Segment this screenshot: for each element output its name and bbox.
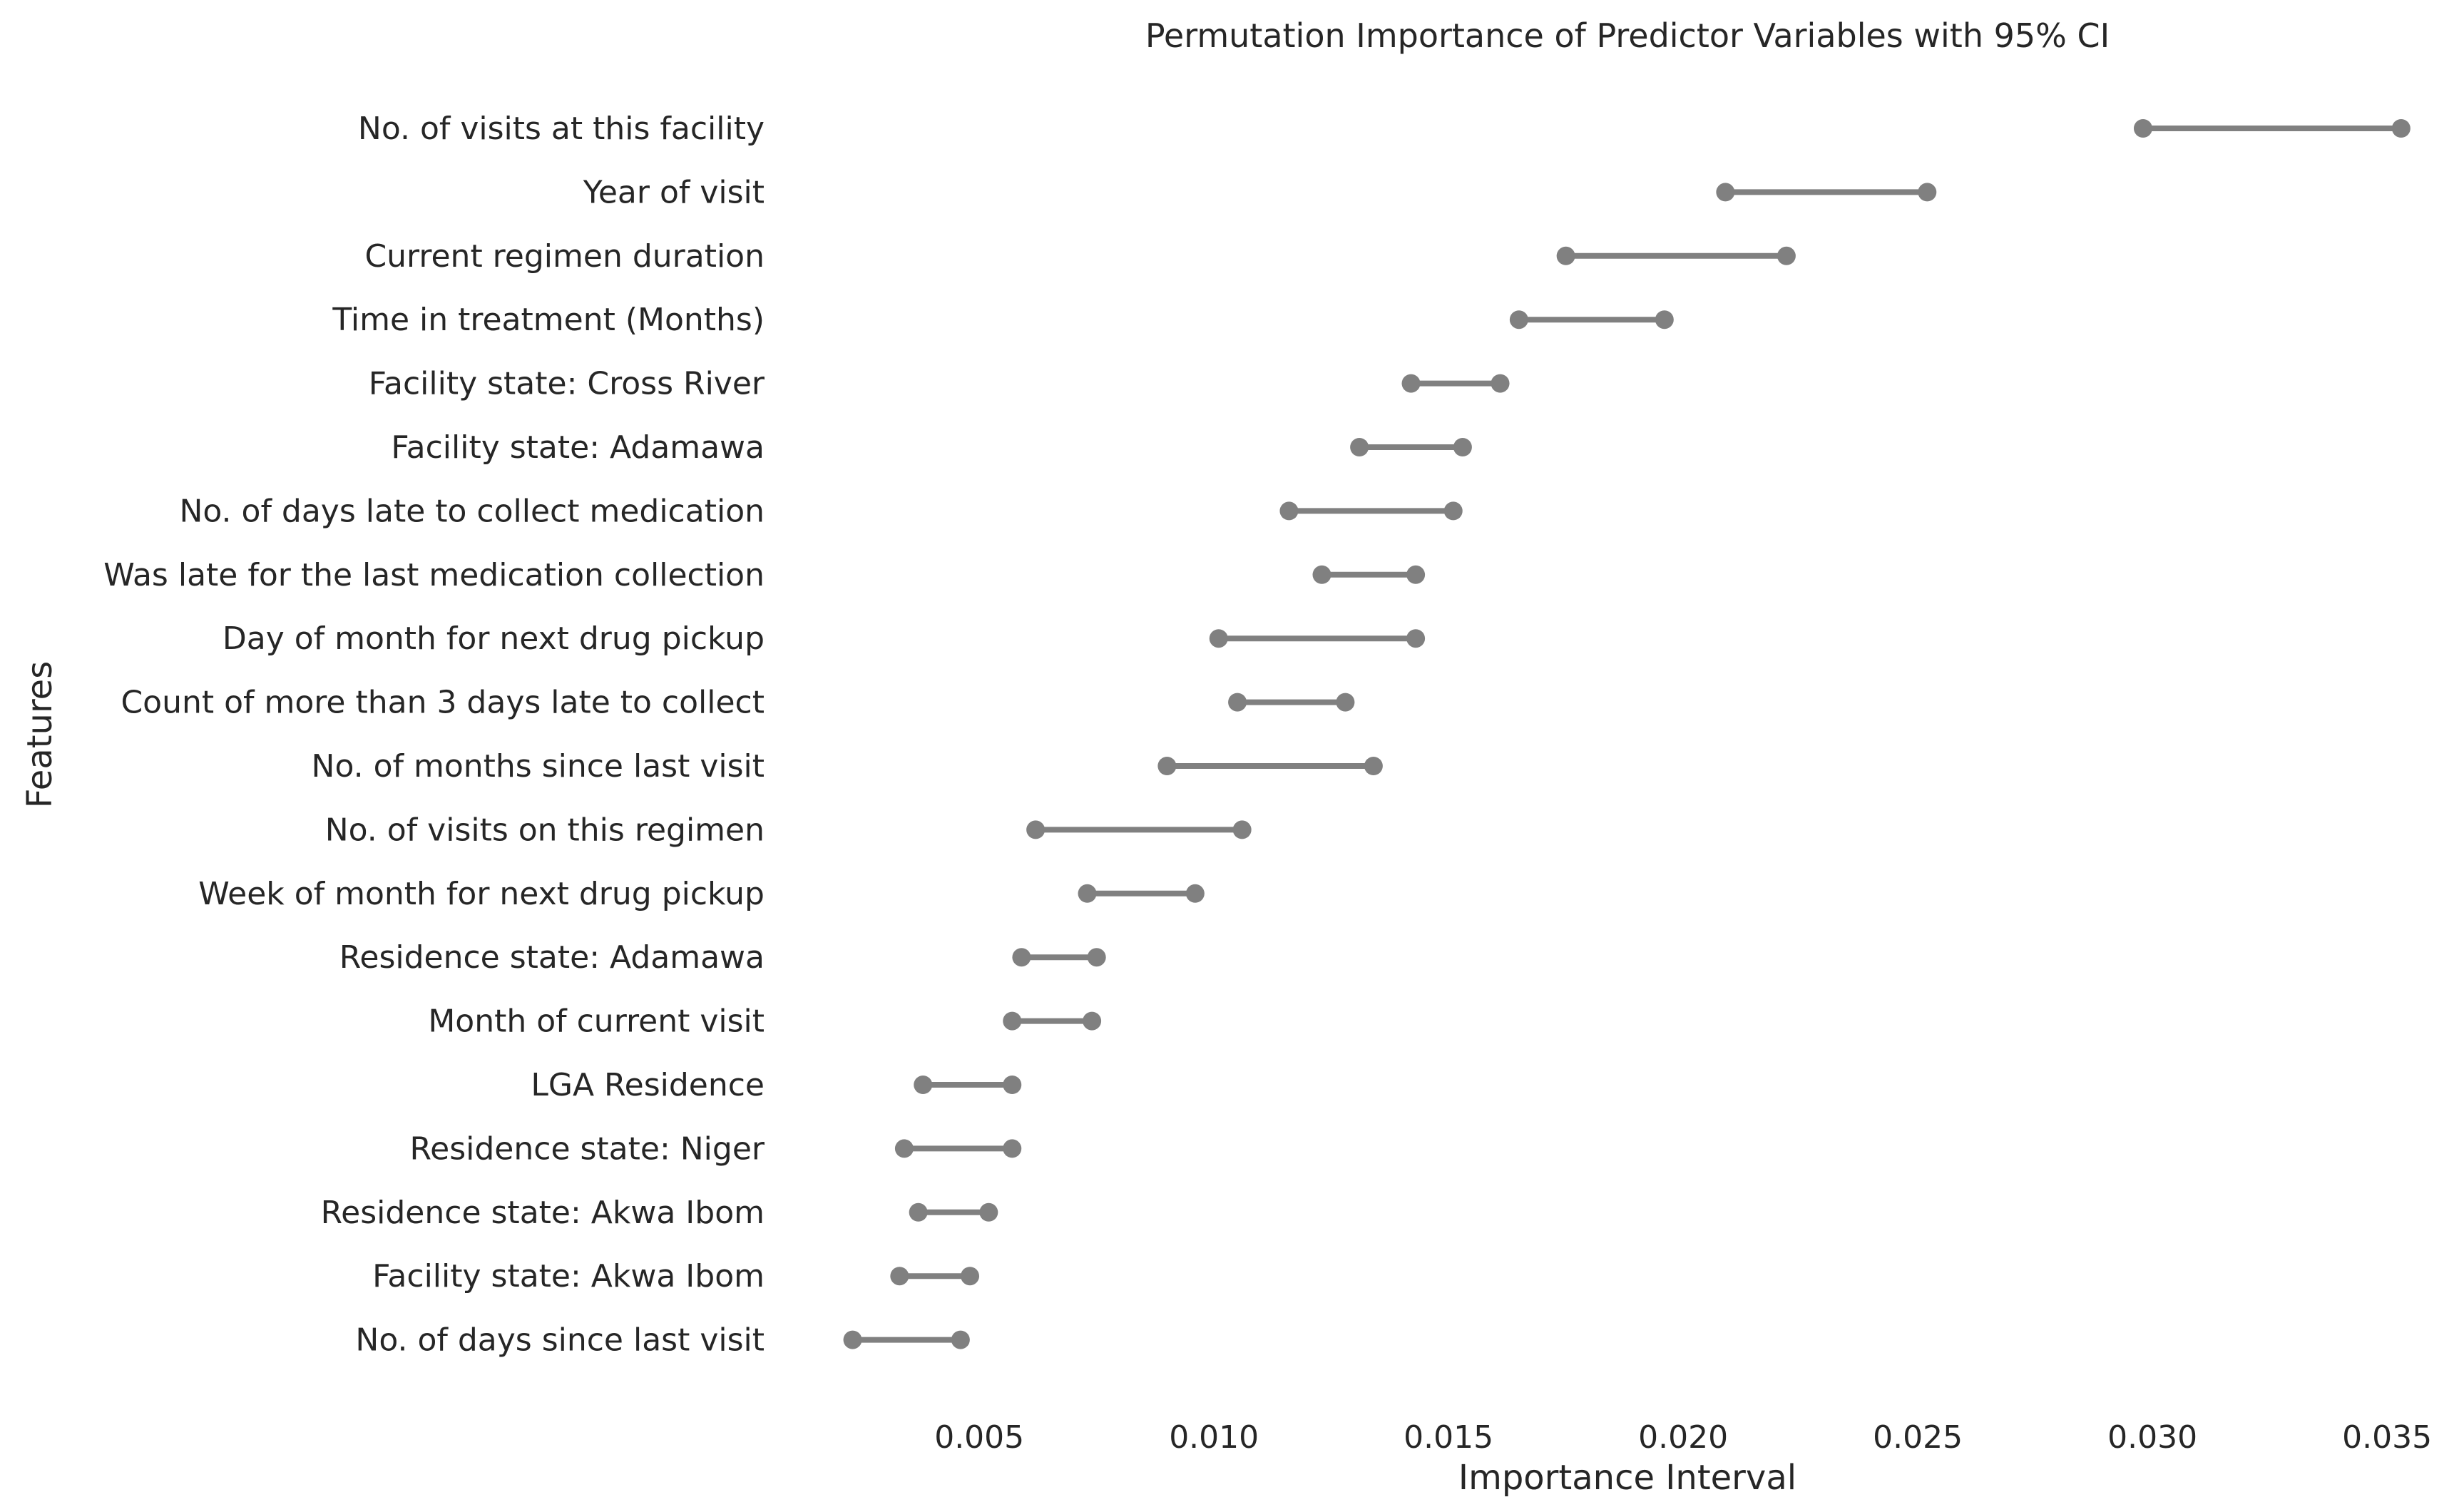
category-labels: No. of visits at this facility Year of vi… [103, 111, 765, 1359]
x-tick-label: 0.010 [1169, 1419, 1259, 1456]
category-label: Current regimen duration [364, 238, 765, 275]
ci-upper-point [1453, 438, 1472, 456]
ci-upper-point [1406, 629, 1426, 648]
x-tick-label: 0.025 [1873, 1419, 1963, 1456]
category-label: No. of months since last visit [312, 748, 765, 785]
ci-upper-point [1003, 1139, 1022, 1158]
ci-lower-point [1157, 757, 1177, 775]
ci-upper-point [1918, 183, 1937, 202]
ci-lower-point [1078, 884, 1097, 903]
category-label: Facility state: Akwa Ibom [372, 1258, 765, 1294]
chart-title: Permutation Importance of Predictor Vari… [1145, 16, 2110, 55]
category-label: No. of days since last visit [355, 1322, 765, 1359]
category-label: No. of days late to collect medication [179, 493, 765, 529]
ci-lower-point [909, 1202, 928, 1222]
ci-lower-point [1716, 183, 1735, 202]
x-tick-label: 0.005 [934, 1419, 1024, 1456]
y-axis-label: Features [20, 661, 60, 808]
ci-upper-point [1364, 757, 1383, 775]
category-label: Residence state: Akwa Ibom [321, 1195, 765, 1231]
x-axis-label: Importance Interval [1458, 1458, 1796, 1498]
ci-upper-point [961, 1267, 980, 1286]
ci-lower-point [2133, 119, 2152, 138]
x-tick-label: 0.030 [2107, 1419, 2197, 1456]
ci-lower-point [1228, 693, 1247, 712]
category-label: Week of month for next drug pickup [198, 876, 765, 912]
category-label: Residence state: Niger [410, 1130, 765, 1167]
x-tick-label: 0.015 [1404, 1419, 1493, 1456]
category-label: Month of current visit [428, 1003, 765, 1040]
ci-lower-point [1209, 629, 1228, 648]
ci-upper-point [1491, 374, 1510, 393]
category-label: No. of visits at this facility [358, 111, 765, 147]
ci-upper-point [1083, 1011, 1102, 1031]
ci-upper-point [1232, 820, 1252, 839]
ci-upper-point [1655, 310, 1674, 330]
ci-upper-point [1087, 948, 1106, 967]
ci-lower-point [1401, 374, 1421, 393]
x-tick-label: 0.020 [1638, 1419, 1728, 1456]
ci-upper-point [1777, 246, 1796, 265]
category-label: Day of month for next drug pickup [223, 620, 765, 657]
ci-lower-point [1509, 310, 1528, 330]
ci-upper-point [1185, 884, 1205, 903]
ci-lower-point [843, 1330, 862, 1349]
category-label: Time in treatment (Months) [332, 302, 765, 338]
category-label: Facility state: Cross River [369, 366, 765, 402]
ci-lower-point [1003, 1011, 1022, 1031]
ci-lower-point [890, 1267, 909, 1286]
ci-lower-point [894, 1139, 914, 1158]
category-label: Was late for the last medication collect… [103, 557, 765, 593]
ci-lower-point [914, 1076, 933, 1094]
x-tick-label: 0.035 [2342, 1419, 2432, 1456]
category-label: Facility state: Adamawa [391, 429, 765, 466]
x-tick-labels: 0.005 0.010 0.015 0.020 0.025 0.030 0.035 [934, 1419, 2432, 1456]
category-label: No. of visits on this regimen [325, 812, 765, 848]
dumbbell-series [843, 119, 2411, 1349]
category-label: LGA Residence [531, 1067, 765, 1103]
ci-upper-point [1443, 501, 1463, 521]
ci-upper-point [951, 1330, 970, 1349]
ci-upper-point [1406, 565, 1426, 584]
ci-upper-point [1003, 1076, 1022, 1094]
category-label: Count of more than 3 days late to collec… [121, 685, 765, 721]
ci-lower-point [1026, 820, 1046, 839]
ci-upper-point [979, 1202, 998, 1222]
ci-upper-point [2391, 119, 2411, 138]
ci-lower-point [1350, 438, 1369, 456]
ci-upper-point [1336, 693, 1355, 712]
ci-lower-point [1012, 948, 1031, 967]
ci-lower-point [1279, 501, 1299, 521]
ci-lower-point [1312, 565, 1331, 584]
category-label: Residence state: Adamawa [339, 939, 765, 976]
ci-lower-point [1556, 246, 1575, 265]
category-label: Year of visit [583, 174, 765, 210]
